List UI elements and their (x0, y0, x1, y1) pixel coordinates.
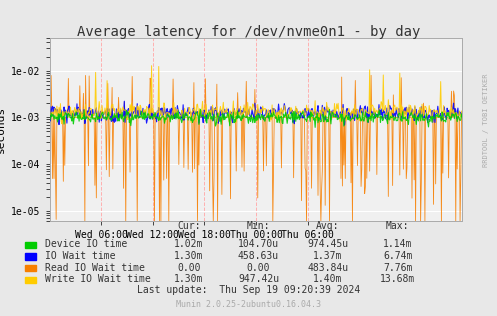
Text: Avg:: Avg: (316, 221, 340, 231)
Y-axis label: seconds: seconds (0, 106, 6, 153)
Text: Last update:  Thu Sep 19 09:20:39 2024: Last update: Thu Sep 19 09:20:39 2024 (137, 285, 360, 295)
Text: 6.74m: 6.74m (383, 251, 413, 261)
Text: Average latency for /dev/nvme0n1 - by day: Average latency for /dev/nvme0n1 - by da… (77, 25, 420, 39)
Text: Cur:: Cur: (177, 221, 201, 231)
Text: Min:: Min: (247, 221, 270, 231)
Text: 0.00: 0.00 (247, 263, 270, 273)
Text: 7.76m: 7.76m (383, 263, 413, 273)
Text: 1.02m: 1.02m (174, 239, 204, 249)
Text: Max:: Max: (386, 221, 410, 231)
Text: 1.14m: 1.14m (383, 239, 413, 249)
Text: 104.70u: 104.70u (238, 239, 279, 249)
Text: Munin 2.0.25-2ubuntu0.16.04.3: Munin 2.0.25-2ubuntu0.16.04.3 (176, 300, 321, 308)
Text: 0.00: 0.00 (177, 263, 201, 273)
Text: Device IO time: Device IO time (45, 239, 127, 249)
Text: 13.68m: 13.68m (380, 274, 415, 284)
Text: IO Wait time: IO Wait time (45, 251, 115, 261)
Text: 1.30m: 1.30m (174, 274, 204, 284)
Text: 947.42u: 947.42u (238, 274, 279, 284)
Text: 1.37m: 1.37m (313, 251, 343, 261)
Text: RRDTOOL / TOBI OETIKER: RRDTOOL / TOBI OETIKER (483, 73, 489, 167)
Text: Write IO Wait time: Write IO Wait time (45, 274, 151, 284)
Text: Read IO Wait time: Read IO Wait time (45, 263, 145, 273)
Text: 974.45u: 974.45u (308, 239, 348, 249)
Text: 483.84u: 483.84u (308, 263, 348, 273)
Text: 1.30m: 1.30m (174, 251, 204, 261)
Text: 458.63u: 458.63u (238, 251, 279, 261)
Text: 1.40m: 1.40m (313, 274, 343, 284)
